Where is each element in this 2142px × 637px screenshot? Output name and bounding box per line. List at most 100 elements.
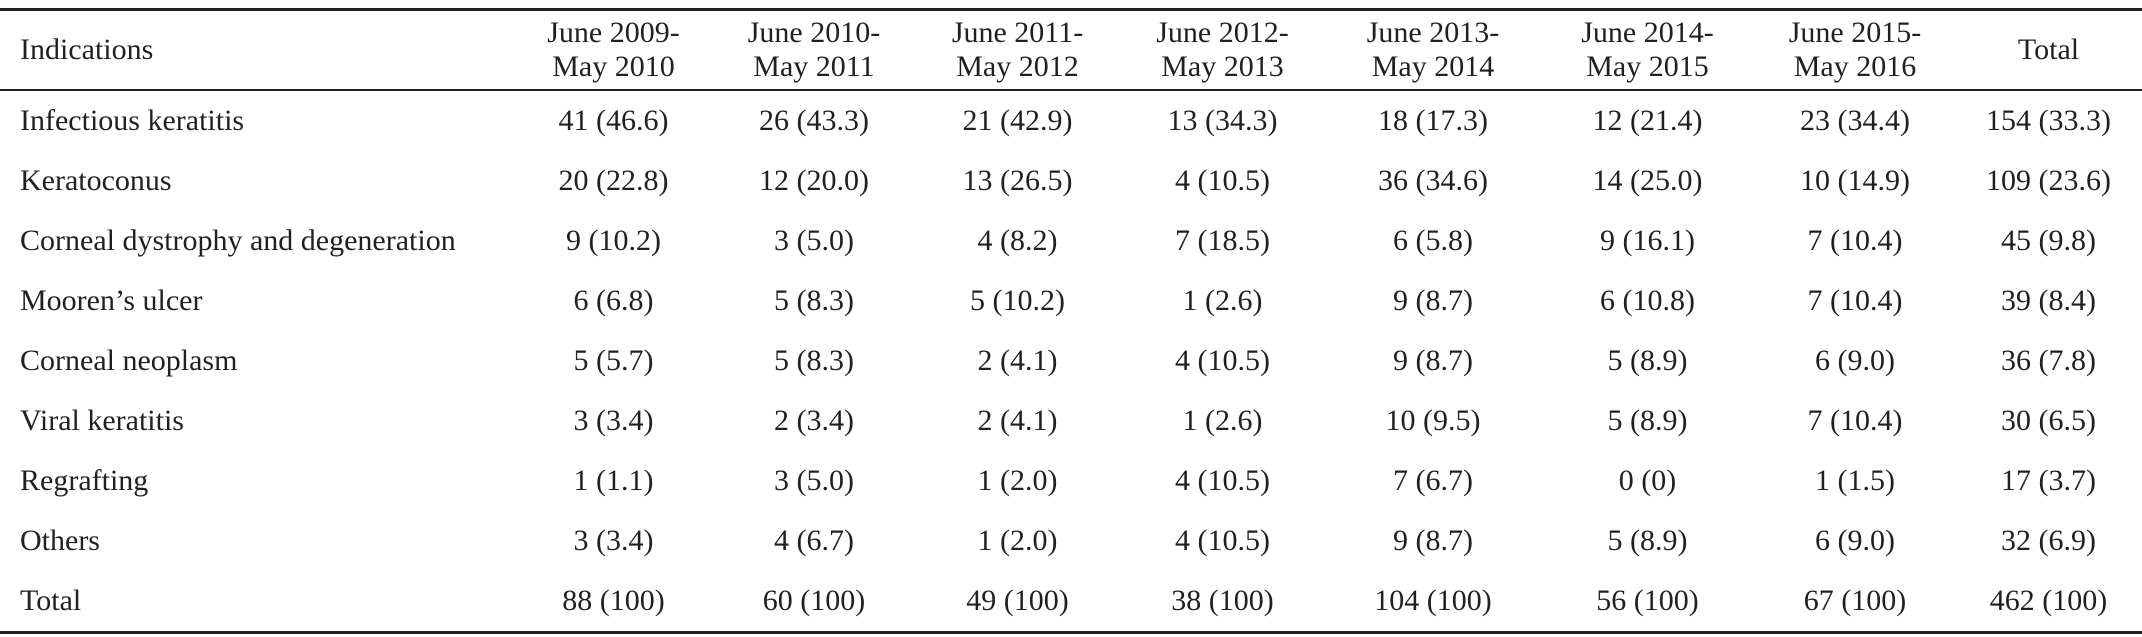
table-row: Others 3 (3.4) 4 (6.7) 1 (2.0) 4 (10.5) 9 (8.… — [0, 511, 2142, 571]
table-cell: 109 (23.6) — [1986, 164, 2111, 197]
row-label: Keratoconus — [20, 164, 172, 197]
table-cell: 5 (8.3) — [774, 284, 854, 317]
table-cell: 67 (100) — [1803, 584, 1907, 617]
table-cell: 9 (16.1) — [1600, 224, 1695, 257]
table-cell: 3 (5.0) — [774, 464, 854, 497]
table-cell: 39 (8.4) — [2001, 284, 2096, 317]
table-row: Regrafting 1 (1.1) 3 (5.0) 1 (2.0) 4 (10.5) 7… — [0, 451, 2142, 511]
row-label: Mooren’s ulcer — [20, 284, 203, 317]
header-text: May 2011 — [753, 50, 875, 83]
table-cell: 6 (9.0) — [1815, 344, 1895, 377]
table-cell: 32 (6.9) — [2001, 524, 2096, 557]
table-cell: 45 (9.8) — [2001, 224, 2096, 257]
row-label: Corneal neoplasm — [20, 344, 238, 377]
table-cell: 6 (9.0) — [1815, 524, 1895, 557]
table-cell: 7 (10.4) — [1807, 284, 1903, 317]
table-cell: 5 (10.2) — [970, 284, 1065, 317]
table-cell: 17 (3.7) — [2001, 464, 2096, 497]
header-text: Indications — [20, 33, 154, 66]
table-cell: 2 (3.4) — [774, 404, 854, 437]
table-cell: 20 (22.8) — [558, 164, 669, 197]
row-label: Total — [20, 584, 82, 617]
table-cell: 4 (10.5) — [1175, 344, 1270, 377]
table-cell: 7 (18.5) — [1175, 224, 1270, 257]
table-cell: 5 (8.3) — [774, 344, 854, 377]
table-cell: 9 (8.7) — [1393, 284, 1473, 317]
header-text: June 2012- — [1156, 16, 1289, 49]
table-cell: 12 (20.0) — [759, 164, 869, 197]
table-cell: 0 (0) — [1618, 464, 1677, 497]
header-cell: June 2012- May 2013 — [1119, 10, 1326, 91]
table-cell: 9 (8.7) — [1393, 524, 1473, 557]
table-cell: 1 (2.6) — [1182, 404, 1263, 437]
table-cell: 104 (100) — [1374, 584, 1492, 617]
table-cell: 3 (3.4) — [573, 404, 654, 437]
header-cell: Total — [1955, 10, 2142, 91]
table-cell: 5 (5.7) — [573, 344, 654, 377]
table-cell: 1 (2.0) — [977, 464, 1058, 497]
table-cell: 12 (21.4) — [1592, 104, 1703, 137]
table-row: Keratoconus 20 (22.8) 12 (20.0) 13 (26.5) 4 … — [0, 151, 2142, 211]
table-cell: 56 (100) — [1596, 584, 1699, 617]
header-text: May 2015 — [1586, 50, 1709, 83]
table-cell: 4 (10.5) — [1175, 164, 1270, 197]
header-text: May 2013 — [1161, 50, 1284, 83]
table-cell: 26 (43.3) — [759, 104, 869, 137]
table-cell: 18 (17.3) — [1378, 104, 1488, 137]
table-cell: 10 (9.5) — [1385, 404, 1481, 437]
table: Indications June 2009- May 2010 June 2010- M… — [0, 8, 2142, 634]
table-cell: 1 (2.6) — [1182, 284, 1263, 317]
table-cell: 9 (10.2) — [566, 224, 661, 257]
table-cell: 1 (2.0) — [977, 524, 1058, 557]
header-text: June 2013- — [1366, 16, 1500, 49]
table-cell: 30 (6.5) — [2001, 404, 2096, 437]
table-row: Corneal dystrophy and degeneration 9 (10.… — [0, 211, 2142, 271]
table-cell: 2 (4.1) — [977, 404, 1058, 437]
header-text: June 2009- — [547, 16, 680, 49]
header-cell: June 2010- May 2011 — [712, 10, 916, 91]
table-cell: 7 (10.4) — [1807, 224, 1903, 257]
header-cell: Indications — [0, 10, 515, 91]
header-text: May 2010 — [552, 50, 675, 83]
table-cell: 36 (34.6) — [1378, 164, 1488, 197]
table-body: Infectious keratitis 41 (46.6) 26 (43.3) 21… — [0, 90, 2142, 633]
table-cell: 5 (8.9) — [1607, 344, 1688, 377]
table-cell: 21 (42.9) — [962, 104, 1073, 137]
header-text: June 2011- — [951, 16, 1084, 49]
table-cell: 7 (6.7) — [1393, 464, 1473, 497]
table-cell: 13 (34.3) — [1167, 104, 1278, 137]
table-cell: 14 (25.0) — [1592, 164, 1703, 197]
table-cell: 6 (10.8) — [1600, 284, 1695, 317]
table-row: Infectious keratitis 41 (46.6) 26 (43.3) 21… — [0, 90, 2142, 151]
row-label: Regrafting — [20, 464, 149, 497]
header-cell: June 2013- May 2014 — [1326, 10, 1540, 91]
table-cell: 49 (100) — [966, 584, 1069, 617]
table-cell: 4 (10.5) — [1175, 524, 1270, 557]
header-text: June 2014- — [1581, 16, 1714, 49]
table-header: Indications June 2009- May 2010 June 2010- M… — [0, 9, 2142, 91]
table-row: Total 88 (100) 60 (100) 49 (100) 38 (100) 104… — [0, 571, 2142, 633]
table-cell: 38 (100) — [1171, 584, 1274, 617]
header-cell: June 2009- May 2010 — [515, 10, 712, 91]
table-row: Mooren’s ulcer 6 (6.8) 5 (8.3) 5 (10.2) 1 (2… — [0, 271, 2142, 331]
header-text: May 2016 — [1793, 50, 1917, 83]
header-cell: June 2015- May 2016 — [1755, 10, 1955, 91]
table-cell: 154 (33.3) — [1986, 104, 2111, 137]
table-cell: 88 (100) — [562, 584, 665, 617]
header-text: May 2014 — [1371, 50, 1495, 83]
header-text: May 2012 — [956, 50, 1079, 83]
table-cell: 13 (26.5) — [962, 164, 1073, 197]
table-cell: 4 (10.5) — [1175, 464, 1270, 497]
table-cell: 5 (8.9) — [1607, 404, 1688, 437]
table-row: Corneal neoplasm 5 (5.7) 5 (8.3) 2 (4.1) 4 (… — [0, 331, 2142, 391]
row-label: Corneal dystrophy and degeneration — [20, 224, 456, 257]
table-container: Indications June 2009- May 2010 June 2010- M… — [0, 8, 2142, 634]
table-row: Viral keratitis 3 (3.4) 2 (3.4) 2 (4.1) 1 (2… — [0, 391, 2142, 451]
table-cell: 3 (3.4) — [573, 524, 654, 557]
table-cell: 41 (46.6) — [558, 104, 669, 137]
table-cell: 462 (100) — [1989, 584, 2108, 617]
table-cell: 1 (1.1) — [573, 464, 654, 497]
table-cell: 36 (7.8) — [2001, 344, 2096, 377]
table-cell: 3 (5.0) — [774, 224, 854, 257]
